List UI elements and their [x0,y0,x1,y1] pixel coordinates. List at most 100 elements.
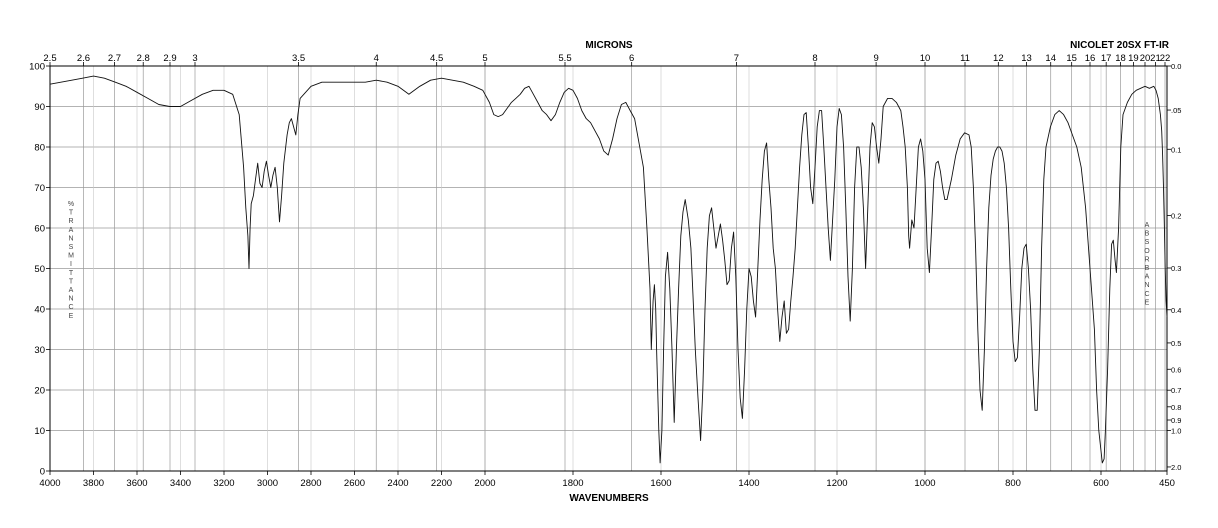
micron-tick-label: 2.6 [77,53,90,64]
micron-tick-label: 17 [1101,53,1112,64]
x-tick-label: 1000 [914,478,935,489]
x-tick-label: 2000 [474,478,495,489]
x-tick-label: 2600 [344,478,365,489]
y-tick-label: 40 [34,305,45,316]
abs-tick-label: 0.7 [1171,386,1181,395]
abs-tick-label: .05 [1171,106,1181,115]
vertical-label-char: I [70,261,72,268]
vertical-label-char: C [1144,291,1149,298]
x-tick-label: 3200 [213,478,234,489]
grid [50,66,1167,471]
x-tick-label: 2800 [300,478,321,489]
micron-tick-label: 3 [192,53,197,64]
abs-tick-label: 0.5 [1171,339,1181,348]
abs-tick-label: 0.8 [1171,403,1181,412]
micron-tick-label: 22 [1160,53,1171,64]
vertical-label-char: S [1145,239,1150,246]
vertical-label-char: R [68,218,73,225]
abs-tick-label: 1.0 [1171,427,1181,436]
abs-tick-label: 0.9 [1171,416,1181,425]
abs-tick-label: 2.0 [1171,463,1181,472]
y-tick-label: 90 [34,102,45,113]
vertical-label-char: A [69,287,74,294]
micron-tick-label: 20 [1140,53,1151,64]
micron-tick-label: 7 [734,53,739,64]
vertical-label-char: R [1144,256,1149,263]
x-tick-label: 3400 [170,478,191,489]
vertical-label-char: N [68,235,73,242]
micron-tick-label: 12 [993,53,1004,64]
x-tick-label: 800 [1005,478,1021,489]
x-tick-label: 1600 [650,478,671,489]
x-axis-wavenumbers: 4000 3800 3600 3400 3200 3000 2800 2600 2400 2200… [39,471,1175,489]
x-axis-microns: 2.5 2.6 2.7 2.8 2.9 3 3.5 4 4.5 5 5.5 6 7 8 9 10 11 12 13 1… [43,53,1170,66]
y-tick-label: 80 [34,143,45,154]
micron-tick-label: 11 [960,53,970,64]
y-tick-label: 0 [40,467,45,478]
vertical-label-char: B [1145,265,1150,272]
x-tick-label: 3000 [257,478,278,489]
vertical-label-char: E [1145,299,1150,306]
spectrum-line [49,75,1168,464]
vertical-label-char: M [68,253,74,260]
instrument-label: NICOLET 20SX FT-IR [1070,40,1170,51]
y-tick-label: 60 [34,224,45,235]
y-tick-label: 50 [34,264,45,275]
x-tick-label: 2200 [431,478,452,489]
vertical-label-char: A [1145,222,1150,229]
abs-tick-label: 0.1 [1171,145,1181,154]
micron-tick-label: 3.5 [292,53,305,64]
micron-tick-label: 5 [482,53,487,64]
micron-tick-label: 19 [1128,53,1139,64]
micron-tick-label: 6 [629,53,634,64]
y-tick-label: 10 [34,426,45,437]
micron-tick-label: 21 [1150,53,1161,64]
vertical-label-char: N [68,296,73,303]
x-tick-label: 3800 [83,478,104,489]
y-axis-right-absorbance: 0.0 .05 0.1 0.2 0.3 0.4 0.5 0.6 0.7 0.8 0.9 1.0 2.0 [1167,62,1181,472]
vertical-label-char: % [68,201,74,208]
micron-tick-label: 2.7 [108,53,121,64]
vertical-label-char: A [69,227,74,234]
x-tick-label: 1800 [562,478,583,489]
abs-tick-label: 0.0 [1171,62,1181,71]
vertical-label-char: S [69,244,74,251]
vertical-label-char: C [68,304,73,311]
micron-tick-label: 2.9 [163,53,176,64]
vertical-label-char: B [1145,231,1150,238]
x-tick-label: 600 [1093,478,1109,489]
microns-title: MICRONS [585,40,633,51]
micron-tick-label: 2.5 [43,53,56,64]
y-tick-label: 30 [34,345,45,356]
x-tick-label: 450 [1159,478,1175,489]
micron-tick-label: 14 [1045,53,1056,64]
x-axis-title: WAVENUMBERS [569,493,649,504]
abs-tick-label: 0.4 [1171,306,1181,315]
micron-tick-label: 9 [873,53,878,64]
vertical-label-char: A [1145,274,1150,281]
micron-tick-label: 16 [1085,53,1096,64]
micron-tick-label: 2.8 [137,53,150,64]
vertical-label-char: T [69,210,74,217]
vertical-label-char: T [69,278,74,285]
y-axis-left: 0 10 20 30 40 50 60 70 80 90 100 [29,62,50,478]
vertical-label-char: E [69,313,74,320]
abs-tick-label: 0.3 [1171,264,1181,273]
micron-tick-label: 18 [1115,53,1126,64]
y-tick-label: 20 [34,386,45,397]
micron-tick-label: 15 [1066,53,1077,64]
micron-tick-label: 4 [374,53,379,64]
vertical-label-char: T [69,270,74,277]
vertical-label-char: N [1144,282,1149,289]
y-tick-label: 70 [34,183,45,194]
x-tick-label: 2400 [387,478,408,489]
micron-tick-label: 13 [1021,53,1032,64]
abs-tick-label: 0.6 [1171,365,1181,374]
x-tick-label: 1400 [738,478,759,489]
x-tick-label: 3600 [126,478,147,489]
micron-tick-label: 8 [812,53,817,64]
micron-tick-label: 5.5 [558,53,571,64]
